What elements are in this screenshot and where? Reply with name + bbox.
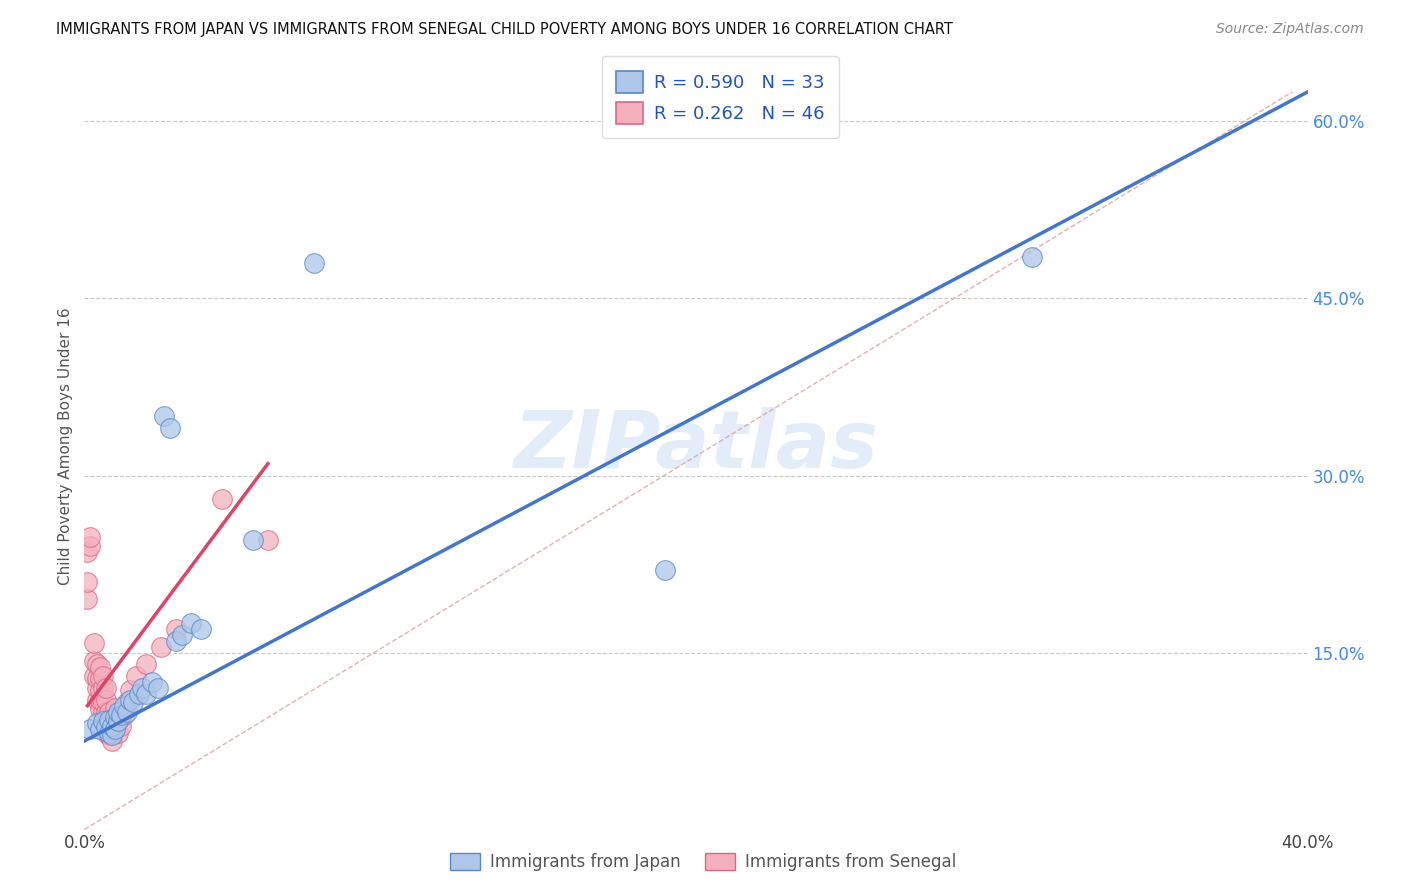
Point xyxy=(104,714,127,728)
Point xyxy=(91,714,114,728)
Point xyxy=(86,716,108,731)
Point xyxy=(107,705,129,719)
Point xyxy=(94,681,117,695)
Point xyxy=(89,659,111,673)
Point xyxy=(110,708,132,723)
Point xyxy=(79,539,101,553)
Point xyxy=(101,723,124,737)
Point xyxy=(149,640,172,654)
Point xyxy=(83,654,105,668)
Point xyxy=(97,726,120,740)
Legend: Immigrants from Japan, Immigrants from Senegal: Immigrants from Japan, Immigrants from S… xyxy=(441,845,965,880)
Point xyxy=(97,716,120,731)
Point xyxy=(94,692,117,706)
Point xyxy=(101,719,124,733)
Point xyxy=(146,681,169,695)
Point xyxy=(107,714,129,728)
Text: Source: ZipAtlas.com: Source: ZipAtlas.com xyxy=(1216,22,1364,37)
Point xyxy=(97,705,120,719)
Point xyxy=(86,692,108,706)
Text: IMMIGRANTS FROM JAPAN VS IMMIGRANTS FROM SENEGAL CHILD POVERTY AMONG BOYS UNDER : IMMIGRANTS FROM JAPAN VS IMMIGRANTS FROM… xyxy=(56,22,953,37)
Point xyxy=(110,719,132,733)
Point xyxy=(120,692,142,706)
Legend: R = 0.590   N = 33, R = 0.262   N = 46: R = 0.590 N = 33, R = 0.262 N = 46 xyxy=(602,56,839,138)
Point xyxy=(89,672,111,686)
Point xyxy=(135,687,157,701)
Point xyxy=(83,669,105,683)
Point xyxy=(86,681,108,695)
Point xyxy=(94,726,117,740)
Point xyxy=(97,728,120,742)
Point xyxy=(91,695,114,709)
Point xyxy=(211,492,233,507)
Point xyxy=(125,669,148,683)
Point xyxy=(115,705,138,719)
Point xyxy=(159,421,181,435)
Point xyxy=(94,705,117,719)
Text: ZIPatlas: ZIPatlas xyxy=(513,407,879,485)
Point xyxy=(153,409,176,424)
Point xyxy=(1021,250,1043,264)
Point xyxy=(76,574,98,589)
Point xyxy=(112,708,135,723)
Point xyxy=(190,622,212,636)
Point xyxy=(165,622,187,636)
Point xyxy=(104,723,127,737)
Point xyxy=(115,695,138,709)
Point xyxy=(131,681,153,695)
Point xyxy=(242,533,264,548)
Point xyxy=(165,633,187,648)
Point xyxy=(86,672,108,686)
Point xyxy=(654,563,676,577)
Point xyxy=(135,657,157,672)
Point xyxy=(89,692,111,706)
Point xyxy=(104,701,127,715)
Point xyxy=(104,710,127,724)
Point xyxy=(107,726,129,740)
Point xyxy=(172,628,194,642)
Y-axis label: Child Poverty Among Boys Under 16: Child Poverty Among Boys Under 16 xyxy=(58,307,73,585)
Point xyxy=(91,716,114,731)
Point xyxy=(79,530,101,544)
Point xyxy=(91,681,114,695)
Point xyxy=(302,256,325,270)
Point xyxy=(94,716,117,731)
Point xyxy=(122,695,145,709)
Point xyxy=(76,545,98,559)
Point xyxy=(128,687,150,701)
Point xyxy=(94,720,117,734)
Point xyxy=(97,713,120,727)
Point xyxy=(91,705,114,719)
Point xyxy=(89,683,111,698)
Point xyxy=(79,723,101,737)
Point xyxy=(141,675,163,690)
Point xyxy=(76,592,98,607)
Point xyxy=(180,615,202,630)
Point xyxy=(257,533,280,548)
Point xyxy=(91,669,114,683)
Point xyxy=(112,698,135,713)
Point xyxy=(101,728,124,742)
Point xyxy=(101,734,124,748)
Point xyxy=(89,723,111,737)
Point xyxy=(86,657,108,672)
Point xyxy=(89,702,111,716)
Point xyxy=(107,713,129,727)
Point xyxy=(120,683,142,698)
Point xyxy=(83,636,105,650)
